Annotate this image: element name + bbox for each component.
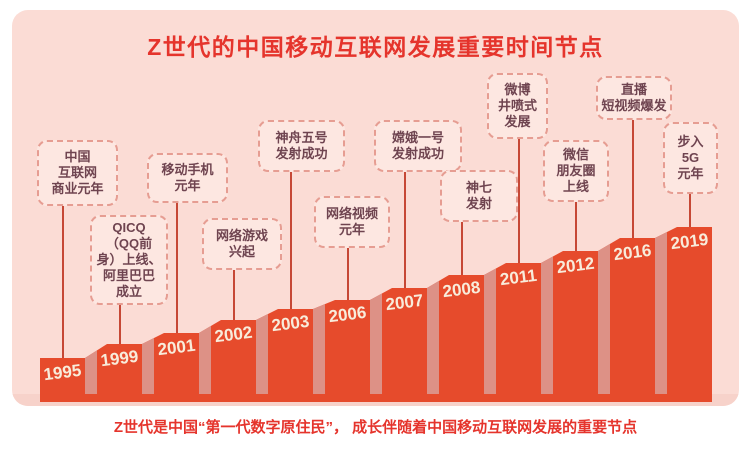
timeline-card: Z世代的中国移动互联网发展重要时间节点 1995 1999 2001 2002 2003… [12, 10, 739, 406]
milestone-callout-2001: 移动手机 元年 [147, 153, 228, 203]
bar-side-face [142, 333, 154, 394]
bar-side-face [199, 320, 211, 394]
bar-side-face [313, 300, 325, 394]
bar-year-label: 2006 [327, 302, 368, 327]
bar-year-label: 2012 [555, 253, 596, 278]
bar-2011: 2011 [484, 263, 541, 402]
bar-2006: 2006 [313, 300, 370, 402]
bar-year-label: 1995 [42, 360, 83, 385]
connector-line-2006 [346, 246, 349, 302]
bar-year-label: 2007 [384, 290, 425, 315]
bar-side-face [541, 251, 553, 394]
bar-year-label: 1999 [99, 346, 140, 371]
bar-year-label: 2019 [669, 229, 710, 254]
bar-2007: 2007 [370, 288, 427, 402]
milestone-callout-2006: 网络视频 元年 [314, 196, 390, 248]
milestone-callout-2016: 直播 短视频爆发 [596, 76, 672, 120]
milestone-callout-2003: 神舟五号 发射成功 [258, 120, 345, 172]
bar-year-label: 2008 [441, 277, 482, 302]
bar-side-face [85, 344, 97, 394]
connector-line-2003 [289, 170, 292, 311]
bar-2016: 2016 [598, 238, 655, 402]
milestone-callout-2012: 微信 朋友圈 上线 [543, 140, 609, 202]
bar-year-label: 2001 [156, 335, 197, 360]
bar-2002: 2002 [199, 320, 256, 402]
bar-2003: 2003 [256, 309, 313, 402]
bar-year-label: 2011 [498, 265, 538, 290]
connector-line-1995 [61, 204, 64, 360]
connector-line-2011 [517, 137, 520, 265]
bar-2012: 2012 [541, 251, 598, 402]
connector-line-2019 [688, 192, 691, 229]
milestone-callout-1999: QICQ （QQ前 身）上线、 阿里巴巴 成立 [90, 215, 168, 305]
milestone-callout-2008: 神七 发射 [440, 170, 518, 222]
bar-1999: 1999 [85, 344, 142, 402]
bar-2019: 2019 [655, 227, 712, 402]
connector-line-2002 [232, 268, 235, 322]
bar-year-label: 2003 [270, 311, 311, 336]
bar-side-face [370, 288, 382, 394]
connector-line-2012 [574, 200, 577, 253]
bar-side-face [256, 309, 268, 394]
bar-2008: 2008 [427, 275, 484, 402]
bar-side-face [484, 263, 496, 394]
milestone-callout-2007: 嫦娥一号 发射成功 [374, 120, 462, 172]
bar-2001: 2001 [142, 333, 199, 402]
milestone-callout-2011: 微博 井喷式 发展 [487, 73, 548, 139]
connector-line-1999 [118, 303, 121, 346]
bar-side-face [598, 238, 610, 394]
caption: Z世代是中国“第一代数字原住民”， 成长伴随着中国移动互联网发展的重要节点 [113, 419, 638, 436]
connector-line-2008 [460, 220, 463, 277]
connector-line-2016 [631, 118, 634, 240]
connector-line-2007 [403, 170, 406, 290]
milestone-callout-2019: 步入 5G 元年 [663, 122, 718, 194]
bar-side-face [427, 275, 439, 394]
connector-line-2001 [175, 201, 178, 335]
chart-area: 1995 1999 2001 2002 2003 2006 2007 2008 2011 2012… [12, 10, 739, 406]
bar-1995: 1995 [40, 358, 85, 402]
milestone-callout-1995: 中国 互联网 商业元年 [37, 140, 118, 206]
page-title: Z世代的中国移动互联网发展重要时间节点 [147, 34, 604, 60]
bar-year-label: 2016 [612, 240, 653, 265]
bar-side-face [655, 227, 667, 394]
bar-year-label: 2002 [213, 322, 254, 347]
milestone-callout-2002: 网络游戏 兴起 [202, 218, 282, 270]
